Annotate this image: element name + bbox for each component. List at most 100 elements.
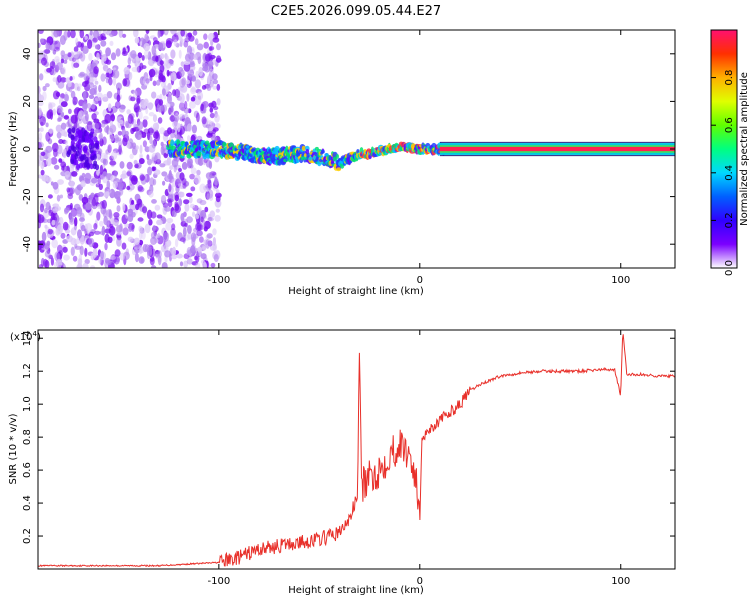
- spectral-sample: [151, 166, 155, 172]
- spectral-sample: [196, 91, 204, 101]
- spectral-sample: [182, 227, 187, 237]
- spectral-sample: [84, 258, 90, 265]
- spectral-sample: [121, 170, 127, 176]
- spectral-sample: [181, 77, 187, 87]
- spectral-sample: [109, 188, 116, 199]
- spectral-sample: [100, 250, 104, 260]
- spectral-sample: [154, 204, 161, 211]
- colorbar-label: Normalized spectral amplitude: [739, 72, 750, 226]
- spectral-sample: [64, 207, 70, 213]
- spectral-sample: [199, 183, 207, 194]
- spectral-sample: [200, 259, 206, 264]
- spectral-sample: [126, 171, 132, 177]
- spectral-sample: [181, 106, 186, 112]
- spectral-sample: [45, 122, 49, 128]
- spectral-sample: [176, 178, 182, 183]
- spectral-sample: [60, 101, 68, 108]
- spectral-sample: [196, 198, 203, 204]
- spectral-sample: [69, 202, 73, 210]
- spectral-sample: [161, 171, 168, 177]
- spectral-sample: [158, 42, 164, 51]
- spectral-sample: [174, 238, 179, 248]
- spectral-sample: [149, 135, 153, 145]
- spectral-sample: [77, 229, 82, 239]
- spectral-sample: [131, 224, 135, 232]
- snr-ylabel: SNR (10 * v/v): [8, 413, 19, 484]
- spectral-sample: [109, 40, 114, 47]
- spectral-sample: [151, 139, 157, 149]
- spectral-sample: [44, 259, 50, 268]
- spectral-sample: [61, 165, 65, 171]
- spectrogram-ticks: -100 0 100 -40 -20 0 20 40: [22, 30, 675, 286]
- spectral-sample: [212, 242, 217, 252]
- y-tick-label: 20: [22, 95, 33, 108]
- spectral-sample: [108, 77, 113, 86]
- spectral-sample: [140, 99, 147, 109]
- spectral-sample: [195, 262, 201, 268]
- spectral-sample: [116, 205, 121, 212]
- spectral-sample: [205, 53, 211, 62]
- spectral-sample: [155, 250, 161, 255]
- spectral-sample: [199, 199, 207, 206]
- spectral-sample: [215, 189, 220, 194]
- spectral-sample: [162, 231, 169, 242]
- spectral-sample: [170, 227, 176, 237]
- spectral-sample: [202, 244, 206, 250]
- spectral-sample: [209, 112, 215, 119]
- spectral-sample: [81, 42, 85, 48]
- spectral-sample: [194, 38, 199, 46]
- spectral-sample: [94, 129, 100, 134]
- spectral-sample: [122, 33, 127, 38]
- spectral-sample: [78, 73, 85, 78]
- spectral-sample: [209, 46, 215, 51]
- spectral-sample: [96, 169, 101, 176]
- spectral-sample: [82, 116, 89, 125]
- spectral-sample: [125, 211, 129, 219]
- spectral-sample: [85, 131, 90, 138]
- spectral-sample: [107, 236, 113, 243]
- spectral-sample: [52, 77, 57, 83]
- snr-xlabel: Height of straight line (km): [288, 585, 424, 596]
- spectral-sample: [105, 68, 109, 73]
- spectral-sample: [87, 73, 92, 78]
- spectral-sample: [174, 192, 179, 199]
- spectral-sample: [138, 256, 145, 264]
- spectral-sample: [113, 69, 120, 79]
- spectral-sample: [187, 135, 191, 142]
- snr-scale-suffix: ): [37, 332, 41, 343]
- spectral-sample: [122, 227, 129, 236]
- spectral-sample: [150, 236, 157, 245]
- spectral-sample: [66, 187, 71, 193]
- spectral-sample: [159, 71, 164, 81]
- spectral-sample: [75, 150, 80, 157]
- spectral-sample: [142, 115, 149, 121]
- spectral-sample: [189, 203, 196, 209]
- spectral-sample: [156, 219, 163, 226]
- spectral-sample: [52, 208, 58, 214]
- spectral-sample: [171, 254, 178, 260]
- spectral-sample: [88, 72, 96, 79]
- spectral-sample: [98, 84, 102, 93]
- spectral-sample: [59, 194, 64, 199]
- spectral-sample: [186, 192, 193, 197]
- spectral-sample: [97, 191, 104, 197]
- spectral-sample: [105, 47, 111, 57]
- spectral-sample: [84, 178, 91, 184]
- spectral-sample: [145, 107, 149, 115]
- spectral-sample: [39, 264, 43, 268]
- spectral-sample: [39, 73, 44, 81]
- spectral-sample: [90, 103, 96, 110]
- x-tick-label: 0: [417, 576, 423, 587]
- spectral-sample: [215, 192, 222, 199]
- spectral-sample: [209, 54, 216, 60]
- spectral-sample: [48, 101, 52, 108]
- spectral-sample: [188, 74, 196, 81]
- spectral-sample: [186, 79, 191, 85]
- spectral-sample: [141, 55, 145, 61]
- spectral-sample: [128, 71, 133, 81]
- spectral-sample: [129, 202, 136, 211]
- spectral-sample: [99, 164, 104, 175]
- spectral-sample: [41, 174, 49, 182]
- spectral-sample: [72, 255, 78, 262]
- spectral-sample: [144, 49, 150, 59]
